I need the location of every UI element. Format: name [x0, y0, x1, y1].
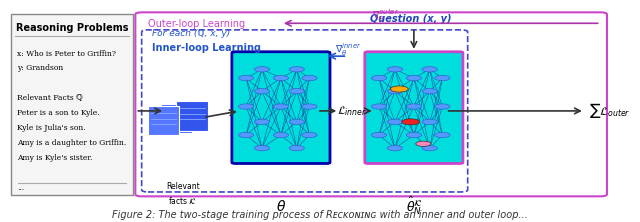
Text: For each (ℚ, x, y): For each (ℚ, x, y)	[152, 29, 230, 38]
Text: Figure 2: The two-stage training process of Rᴇᴄᴋᴏɴɪɴɢ with an inner and outer lo: Figure 2: The two-stage training process…	[112, 210, 528, 220]
Text: $\nabla_\theta^{outer}$: $\nabla_\theta^{outer}$	[372, 7, 399, 24]
FancyBboxPatch shape	[11, 14, 133, 195]
Text: $\nabla_\theta^{inner}$: $\nabla_\theta^{inner}$	[335, 41, 362, 58]
Circle shape	[406, 75, 422, 81]
Circle shape	[273, 132, 289, 138]
Circle shape	[422, 89, 437, 94]
Circle shape	[422, 119, 437, 125]
Text: Reasoning Problems: Reasoning Problems	[16, 23, 128, 33]
Circle shape	[422, 67, 437, 72]
Circle shape	[387, 89, 403, 94]
Text: Kyle is Julia's son.: Kyle is Julia's son.	[17, 124, 86, 132]
Circle shape	[273, 75, 289, 81]
Circle shape	[371, 75, 387, 81]
Circle shape	[254, 119, 269, 125]
Circle shape	[416, 141, 431, 146]
Circle shape	[239, 75, 253, 81]
Text: Inner-loop Learning: Inner-loop Learning	[152, 44, 261, 54]
Circle shape	[402, 119, 420, 125]
Circle shape	[387, 119, 403, 125]
Text: y: Grandson: y: Grandson	[17, 64, 63, 72]
Text: ...: ...	[17, 184, 24, 192]
FancyBboxPatch shape	[148, 106, 179, 135]
Circle shape	[254, 67, 269, 72]
Text: Amy is a daughter to Griffin.: Amy is a daughter to Griffin.	[17, 139, 126, 147]
Circle shape	[302, 104, 317, 109]
Text: Outer-loop Learning: Outer-loop Learning	[148, 19, 245, 29]
Text: $\sum \mathcal{L}_{outer}$: $\sum \mathcal{L}_{outer}$	[589, 101, 631, 120]
Circle shape	[239, 104, 253, 109]
FancyBboxPatch shape	[161, 104, 191, 133]
FancyBboxPatch shape	[232, 52, 330, 163]
Text: $\hat{\theta}_N^{\mathcal{K}}$: $\hat{\theta}_N^{\mathcal{K}}$	[406, 195, 422, 218]
Circle shape	[390, 86, 408, 92]
Text: Peter is a son to Kyle.: Peter is a son to Kyle.	[17, 109, 100, 117]
Circle shape	[254, 146, 269, 151]
Circle shape	[302, 75, 317, 81]
FancyBboxPatch shape	[177, 101, 207, 131]
Circle shape	[387, 146, 403, 151]
Text: Amy is Kyle's sister.: Amy is Kyle's sister.	[17, 154, 92, 162]
Circle shape	[239, 132, 253, 138]
Circle shape	[289, 89, 305, 94]
Circle shape	[435, 132, 450, 138]
Circle shape	[435, 104, 450, 109]
Circle shape	[422, 146, 437, 151]
Circle shape	[289, 67, 305, 72]
Text: x: Who is Peter to Griffin?: x: Who is Peter to Griffin?	[17, 50, 116, 57]
Circle shape	[302, 132, 317, 138]
Circle shape	[406, 132, 422, 138]
FancyBboxPatch shape	[365, 52, 463, 163]
Circle shape	[387, 67, 403, 72]
Circle shape	[289, 146, 305, 151]
Circle shape	[371, 132, 387, 138]
Text: $\theta$: $\theta$	[276, 199, 286, 214]
Circle shape	[435, 75, 450, 81]
Circle shape	[289, 119, 305, 125]
Circle shape	[371, 104, 387, 109]
Text: Question (x, y): Question (x, y)	[370, 14, 451, 24]
Circle shape	[273, 104, 289, 109]
Text: Relevant Facts ℚ: Relevant Facts ℚ	[17, 94, 83, 102]
Circle shape	[254, 89, 269, 94]
Text: $\mathcal{L}_{inner}$: $\mathcal{L}_{inner}$	[337, 104, 367, 118]
Circle shape	[406, 104, 422, 109]
Text: Relevant
facts $\mathcal{K}$: Relevant facts $\mathcal{K}$	[166, 182, 200, 206]
